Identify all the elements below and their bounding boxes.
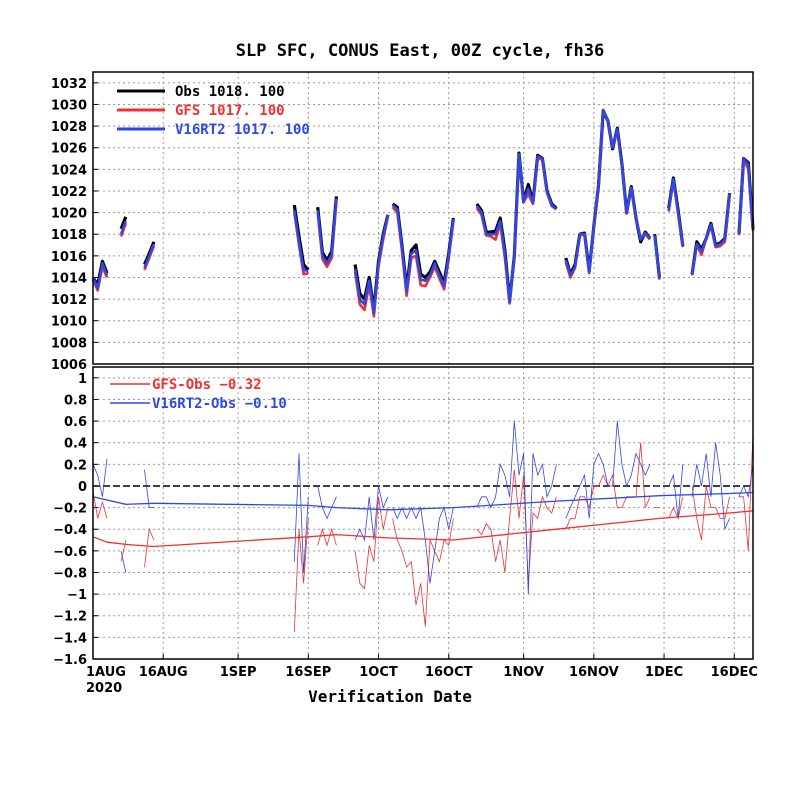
x-year-label: 2020 [86,681,122,696]
v16rt2-obs-daily-line [691,442,730,530]
v16rt2-line [667,177,685,247]
top-panel-frame [92,71,754,365]
top-y-tick-label: 1016 [51,250,87,265]
bottom-y-tick-label: −1.2 [53,610,87,625]
legend-entry: Obs 1018. 100 [175,84,285,100]
v16rt2-line [653,235,661,279]
v16rt2-obs-daily-line [354,485,389,542]
gfs-obs-daily-line [392,518,454,627]
top-y-tick-label: 1014 [51,271,87,286]
gfs-obs-daily-line [293,518,309,633]
v16rt2-line [119,220,128,235]
top-y-tick-label: 1010 [51,315,87,330]
v16rt2-line [737,157,755,235]
v16rt2-line [391,204,455,293]
bottom-panel-legend: GFS-Obs −0.32 V16RT2-Obs −0.10 [110,377,287,412]
top-panel-legend: Obs 1018. 100 GFS 1017. 100 V16RT2 1017. 1… [117,84,310,138]
bottom-y-tick-label: −0.4 [53,523,87,538]
v16rt2-line [564,108,651,277]
top-y-tick-label: 1028 [51,120,87,135]
bottom-y-tick-label: 0.4 [64,437,87,452]
v16rt2-line [143,243,156,269]
bottom-y-tick-label: −1 [67,588,87,603]
x-tick-label: 1DEC [645,665,683,680]
x-tick-label: 16SEP [285,665,331,680]
v16rt2-obs-daily-line [317,485,337,520]
legend-entry: V16RT2-Obs −0.10 [152,396,287,412]
bottom-y-tick-label: 0.6 [64,415,87,430]
top-panel-grid [92,72,753,364]
gfs-obs-daily-line [668,496,684,520]
obs-line [119,216,128,230]
top-panel-series [91,108,755,318]
x-tick-label: 16NOV [569,665,619,680]
v16rt2-obs-daily-line [668,464,684,519]
v16rt2-obs-daily-line [738,464,754,499]
bottom-y-tick-label: 0 [78,480,87,495]
x-tick-label: 1AUG [86,665,126,680]
legend-entry: V16RT2 1017. 100 [175,122,310,138]
v16rt2-line [690,192,731,276]
v16rt2-line [316,198,338,265]
v16rt2-obs-daily-line [293,453,309,573]
gfs-obs-daily-line [739,431,754,551]
bottom-panel-frame [92,366,754,660]
top-y-tick-label: 1020 [51,207,87,222]
v16rt2-obs-daily-line [565,421,651,519]
top-y-tick-label: 1024 [51,163,87,178]
bottom-y-tick-label: 0.2 [64,458,87,473]
x-tick-label: 1OCT [359,665,398,680]
top-y-tick-label: 1018 [51,228,87,243]
top-panel-y-ticks: 1006 1008 1010 1012 1014 1016 1018 1020 1022 1024… [51,77,98,373]
top-y-tick-label: 1026 [51,142,87,157]
top-y-tick-label: 1006 [51,358,87,373]
top-y-tick-label: 1008 [51,336,87,351]
top-y-tick-label: 1032 [51,77,87,92]
gfs-obs-running-mean-line [153,510,754,548]
x-axis-label: Verification Date [308,687,472,706]
bottom-y-tick-label: −0.6 [53,545,87,560]
bottom-y-tick-label: −0.8 [53,566,87,581]
v16rt2-obs-daily-line [144,469,154,509]
x-tick-label: 16OCT [425,665,473,680]
bottom-panel-y-ticks: −1.6 −1.4 −1.2 −1 −0.8 −0.6 −0.4 −0.2 0 0.2 0.4 0.6… [53,372,98,668]
v16rt2-line [475,152,558,304]
bottom-y-tick-label: −1.6 [53,653,87,668]
x-axis-ticks: 1AUG 16AUG 1SEP 16SEP 1OCT 16OCT 1NOV 16NOV 1DEC… [86,654,758,680]
legend-entry: GFS 1017. 100 [175,103,285,119]
v16rt2-line [293,210,309,273]
x-tick-label: 16AUG [139,665,188,680]
bottom-y-tick-label: 0.8 [64,393,87,408]
x-tick-label: 1SEP [220,665,257,680]
x-tick-label: 16DEC [711,665,758,680]
bottom-y-tick-label: 1 [78,372,87,387]
chart-title: SLP SFC, CONUS East, 00Z cycle, fh36 [236,41,604,61]
gfs-obs-daily-line [92,491,108,519]
bottom-y-tick-label: −1.4 [53,631,87,646]
gfs-obs-daily-line [120,539,127,562]
v16rt2-obs-running-mean-line [92,496,154,505]
v16rt2-line [353,214,390,315]
top-y-tick-label: 1022 [51,185,87,200]
x-tick-label: 1NOV [503,665,544,680]
v16rt2-obs-running-mean-line [153,491,754,511]
top-y-tick-label: 1012 [51,293,87,308]
top-y-tick-label: 1030 [51,98,87,113]
v16rt2-obs-daily-line [92,458,108,497]
v16rt2-line [91,262,109,290]
gfs-obs-running-mean-line [92,536,154,548]
legend-entry: GFS-Obs −0.32 [152,377,262,393]
gfs-obs-daily-line [144,527,155,568]
gfs-obs-daily-line [354,496,389,590]
bottom-panel-series [92,421,754,633]
gfs-obs-daily-line [691,485,730,541]
gfs-obs-daily-line [476,469,557,584]
bottom-y-tick-label: −0.2 [53,502,87,517]
v16rt2-obs-daily-line [120,550,127,573]
